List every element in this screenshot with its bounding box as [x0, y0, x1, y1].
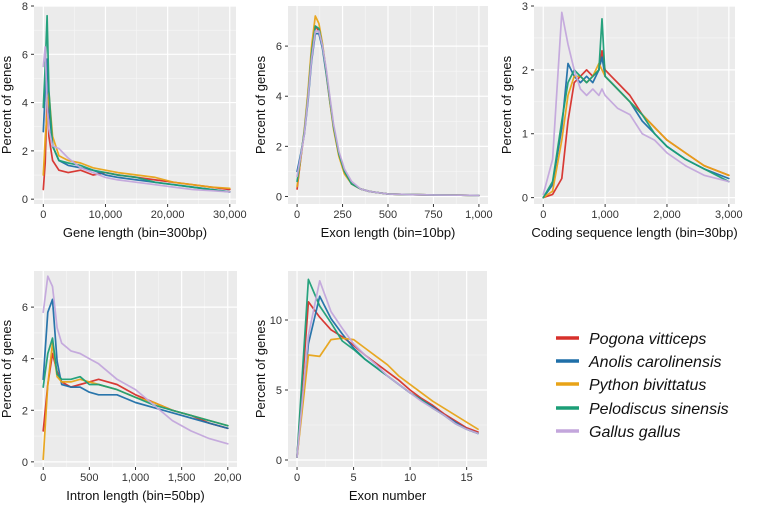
x-tick-label: 1,000 [465, 209, 493, 221]
y-tick-label: 6 [276, 41, 282, 53]
y-tick-label: 4 [276, 91, 282, 103]
series-line-gallus-gallus [42, 275, 229, 445]
x-tick-label: 15 [461, 472, 473, 484]
x-tick-label: 0 [540, 209, 546, 221]
x-tick-label: 5 [351, 472, 357, 484]
x-tick-label: 10 [404, 472, 416, 484]
plot-background [288, 271, 487, 467]
y-tick-label: 6 [22, 302, 28, 314]
x-axis-label: Gene length (bin=300bp) [63, 225, 207, 240]
x-tick-label: 30,000 [213, 209, 247, 221]
x-tick-label: 750 [424, 209, 442, 221]
legend-item: Pelodiscus sinensis [556, 401, 729, 418]
series-line-gallus-gallus [42, 46, 231, 193]
y-tick-label: 6 [22, 49, 28, 61]
x-tick-label: 1,500 [168, 472, 196, 484]
x-axis-label: Intron length (bin=50bp) [66, 488, 204, 503]
series-line-gallus-gallus [296, 279, 479, 459]
y-tick-label: 0 [276, 191, 282, 203]
series-line-python-bivittatus [296, 337, 479, 459]
x-axis-label: Coding sequence length (bin=30bp) [531, 225, 737, 240]
series-line-gallus-gallus [296, 30, 480, 197]
y-axis-label: Percent of genes [253, 319, 268, 418]
exon-length-panel: 0 250 500 750 1,000 0 2 4 6 Exon length (bin=10bp… [253, 6, 493, 240]
x-tick-label: 500 [379, 209, 397, 221]
legend-item: Gallus gallus [556, 424, 681, 441]
y-tick-label: 5 [276, 385, 282, 397]
x-tick-label: 3,000 [715, 209, 743, 221]
x-tick-label: 0 [40, 209, 46, 221]
legend-label: Pogona vitticeps [589, 331, 706, 348]
series-line-gallus-gallus [542, 11, 730, 196]
x-tick-label: 0 [40, 472, 46, 484]
series-line-pogona-vitticeps [296, 300, 479, 459]
series-line-pelodiscus-sinensis [42, 337, 229, 427]
x-tick-label: 500 [80, 472, 98, 484]
x-tick-label: 20,000 [151, 209, 185, 221]
y-tick-label: 2 [276, 141, 282, 153]
series-line-anolis-carolinensis [42, 298, 229, 430]
legend-label: Gallus gallus [589, 424, 681, 441]
coding-sequence-length-panel: 0 1,000 2,000 3,000 0 1 2 3 Coding sequence leng… [499, 1, 743, 240]
plot-background [34, 6, 236, 204]
y-tick-label: 2 [22, 405, 28, 417]
y-axis-label: Percent of genes [253, 55, 268, 154]
y-axis-label: Percent of genes [0, 55, 14, 154]
legend-label: Python bivittatus [589, 377, 706, 394]
legend-label: Anolis carolinensis [588, 354, 722, 371]
exon-number-panel: 0 5 10 15 0 5 10 Exon number Percent of genes [253, 271, 487, 503]
y-tick-label: 10 [270, 315, 282, 327]
series-line-pelodiscus-sinensis [42, 14, 231, 193]
legend-item: Pogona vitticeps [556, 331, 706, 348]
x-axis-label: Exon length (bin=10bp) [321, 225, 456, 240]
y-tick-label: 0 [22, 194, 28, 206]
y-tick-label: 2 [22, 146, 28, 158]
x-tick-label: 10,000 [89, 209, 123, 221]
y-tick-label: 4 [22, 354, 28, 366]
x-tick-label: 2,000 [653, 209, 681, 221]
series-line-pelodiscus-sinensis [542, 17, 730, 199]
y-tick-label: 4 [22, 98, 28, 110]
y-tick-label: 2 [522, 65, 528, 77]
y-axis-label: Percent of genes [0, 319, 14, 418]
y-tick-label: 0 [22, 457, 28, 469]
y-tick-label: 1 [522, 129, 528, 141]
series-line-python-bivittatus [42, 92, 231, 190]
y-tick-label: 3 [522, 1, 528, 13]
x-tick-label: 1,000 [591, 209, 619, 221]
series-line-python-bivittatus [542, 62, 730, 199]
legend-item: Python bivittatus [556, 377, 706, 394]
x-tick-label: 0 [294, 209, 300, 221]
y-tick-label: 0 [522, 193, 528, 205]
x-axis-label: Exon number [349, 488, 427, 503]
x-tick-label: 250 [333, 209, 351, 221]
gene-length-panel: 0 10,000 20,000 30,000 0 2 4 6 8 Gene length (bin… [0, 1, 247, 240]
x-tick-label: 20,00 [214, 472, 242, 484]
y-axis-label: Percent of genes [499, 55, 514, 154]
x-tick-label: 0 [294, 472, 300, 484]
legend-item: Anolis carolinensis [556, 354, 722, 371]
legend-label: Pelodiscus sinensis [589, 401, 729, 418]
x-tick-label: 1,000 [122, 472, 150, 484]
y-tick-label: 8 [22, 1, 28, 13]
legend: Pogona vitticeps Anolis carolinensis Pyt… [556, 331, 729, 441]
intron-length-panel: 0 500 1,000 1,500 20,00 0 2 4 6 Intron length (bi… [0, 271, 242, 503]
y-tick-label: 0 [276, 455, 282, 467]
